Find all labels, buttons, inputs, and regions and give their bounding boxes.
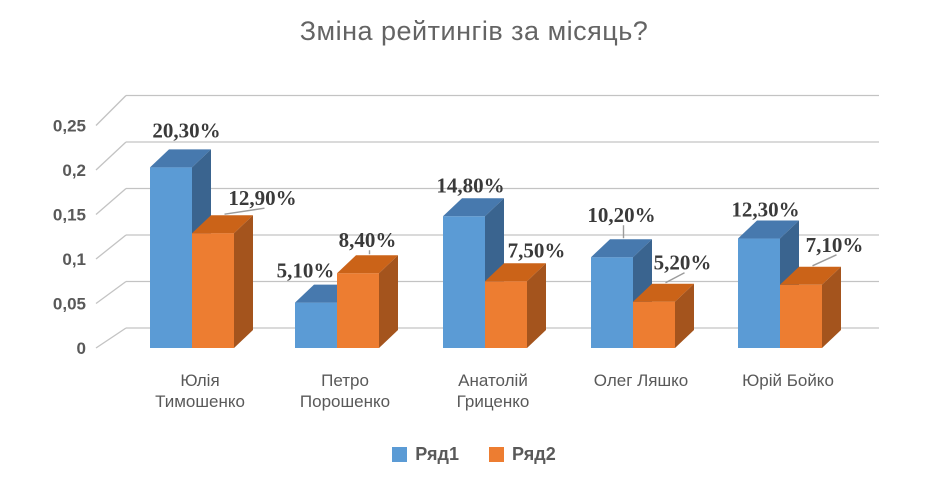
y-axis-tick-label: 0,1 [62,250,86,269]
data-label: 8,40% [339,228,397,252]
y-axis-tick-label: 0,05 [53,295,86,314]
x-axis-category-label-line: Петро [321,371,369,390]
legend-item-ряд2: Ряд2 [489,444,556,465]
bar-top-face [337,255,398,274]
bar-side-face [527,263,546,348]
legend-item-ряд1: Ряд1 [392,444,459,465]
bar-top-face [633,283,694,302]
bar-side-face [379,255,398,348]
data-label: 5,10% [277,259,335,283]
chart-title: Зміна рейтингів за місяць? [299,16,649,46]
legend-label: Ряд2 [512,444,556,464]
x-axis-category-label-line: Юрій Бойко [742,371,834,390]
data-label: 20,30% [152,118,220,142]
bar-side-face [234,215,253,348]
data-label: 7,10% [806,233,864,257]
data-label: 7,50% [508,238,566,262]
y-axis-tick-label: 0,25 [53,117,86,136]
x-axis-category-label-line: Гриценко [457,392,530,411]
x-axis-category-label-line: Тимошенко [155,392,245,411]
bar-top-face [150,149,211,168]
data-label: 12,90% [228,186,296,210]
y-axis-tick-label: 0,15 [53,206,86,225]
bar-front-face [738,238,780,348]
axis-depth-tick [95,280,127,305]
bar-front-face [295,302,337,348]
data-label-leader-line [665,272,685,284]
bar-series2-cat1 [192,215,253,348]
bar-front-face [485,281,527,348]
bar-front-face [192,233,234,348]
bar-top-face [192,215,253,234]
axis-depth-tick [95,188,127,215]
x-axis-category-label: Анатолій Гриценко [457,371,530,411]
legend-swatch-icon [489,447,504,462]
data-label: 14,80% [436,173,504,197]
bar-front-face [591,257,633,348]
x-axis-category-label-line: Юлія [180,371,219,390]
data-label-leader-line [812,254,837,267]
bar-top-face [738,220,799,239]
axis-depth-tick [95,141,127,171]
bar-top-face [485,263,546,282]
data-label: 10,20% [587,203,655,227]
bar-front-face [443,216,485,348]
chart-legend: Ряд1 Ряд2 [0,444,948,465]
axis-depth-tick [95,95,127,126]
bar-front-face [633,301,675,348]
bar-series2-cat3 [485,263,546,348]
x-axis-category-label: Юлія Тимошенко [155,371,245,411]
y-axis-tick-label: 0,2 [62,161,86,180]
bar-front-face [337,273,379,348]
x-axis-category-label: Петро Порошенко [300,371,390,411]
x-axis-category-label-line: Анатолій [458,371,528,390]
legend-label: Ряд1 [415,444,459,464]
bar-side-face [675,283,694,348]
bar-series2-cat2 [337,255,398,348]
axis-depth-tick [95,327,127,349]
bar-top-face [591,239,652,258]
bar-series2-cat4 [633,283,694,348]
bar-front-face [150,167,192,348]
x-axis-category-label: Олег Ляшко [594,371,688,390]
data-label: 12,30% [731,198,799,222]
bar-front-face [780,284,822,348]
legend-swatch-icon [392,447,408,462]
bar-top-face [443,198,504,217]
x-axis-category-label-line: Порошенко [300,392,390,411]
axis-depth-tick [95,234,127,260]
bar-series2-cat5 [780,266,841,348]
data-label: 5,20% [654,251,712,275]
data-label-leader-line [224,207,265,215]
y-axis-tick-label: 0 [77,339,86,358]
bar-top-face [780,266,841,285]
x-axis-category-label: Юрій Бойко [742,371,834,390]
bar-side-face [822,266,841,348]
x-axis-category-label-line: Олег Ляшко [594,371,688,390]
